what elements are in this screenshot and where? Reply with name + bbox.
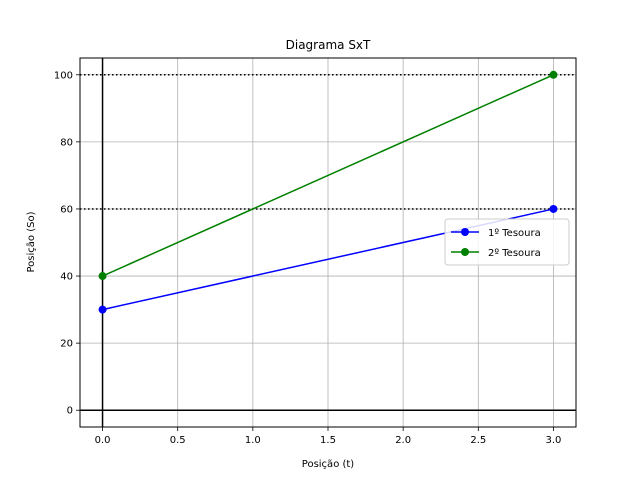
y-tick-label: 100 [54,70,73,81]
x-axis-label: Posição (t) [302,459,355,470]
legend-marker [461,228,469,236]
legend-marker [461,248,469,256]
legend-label: 2º Tesoura [488,248,541,259]
x-tick-label: 2.5 [470,435,486,446]
y-axis-label: Posição (So) [26,211,37,272]
data-point [98,272,107,281]
legend: 1º Tesoura 2º Tesoura [444,218,570,266]
y-axis-ticks: 0 20 40 60 80 100 [54,70,80,417]
x-tick-label: 3.0 [546,435,562,446]
x-tick-label: 0.5 [170,435,186,446]
data-point [98,305,107,314]
y-tick-label: 20 [60,339,73,350]
x-tick-label: 1.5 [320,435,336,446]
y-tick-label: 60 [60,204,73,215]
y-tick-label: 0 [67,406,73,417]
y-tick-label: 80 [60,137,73,148]
x-tick-label: 1.0 [245,435,261,446]
legend-box [444,218,570,266]
legend-label: 1º Tesoura [488,228,541,239]
series-layer [98,70,558,314]
y-tick-label: 40 [60,272,73,283]
x-tick-label: 0.0 [95,435,111,446]
data-point [549,204,558,213]
x-axis-ticks: 0.0 0.5 1.0 1.5 2.0 2.5 3.0 [95,427,562,446]
series-line-2 [102,74,554,277]
x-tick-label: 2.0 [395,435,411,446]
data-point [549,70,558,79]
chart-title: Diagrama SxT [286,38,371,52]
reference-lines [80,58,576,427]
